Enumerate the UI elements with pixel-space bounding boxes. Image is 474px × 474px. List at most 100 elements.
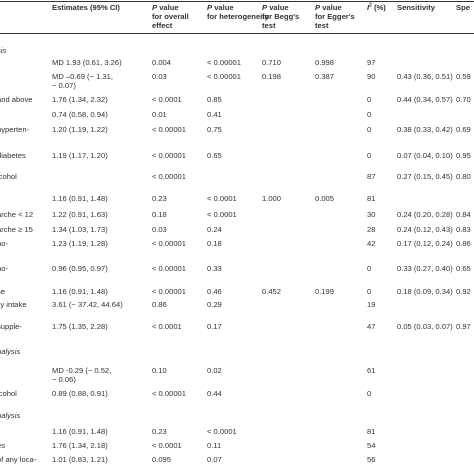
p-overall-cell: < 0.00001: [152, 125, 186, 134]
row-label: no-: [0, 264, 8, 273]
sensitivity-cell: 0.24 (0.20, 0.28): [397, 210, 453, 219]
p-begg-cell: 0.452: [262, 287, 282, 296]
specificity-cell: 0.70: [456, 95, 471, 104]
estimate-cell: − 0.07): [52, 81, 76, 90]
estimate-cell: 0.74 (0.58, 0.94): [52, 110, 108, 119]
p-overall-cell: 0.01: [152, 110, 167, 119]
estimate-cell: MD –0.69 (− 1.31,: [52, 72, 113, 81]
estimate-cell: MD 1.93 (0.61, 3.26): [52, 58, 122, 67]
i2-cell: 0: [367, 389, 372, 398]
header-specificity: Spe: [456, 3, 470, 12]
header-p-letter: P: [152, 3, 158, 12]
p-heterogeneity-cell: 0.41: [207, 110, 222, 119]
header-estimates: Estimates (95% CI): [52, 3, 120, 12]
p-egger-cell: 0.199: [315, 287, 335, 296]
p-heterogeneity-cell: < 0.00001: [207, 58, 241, 67]
p-begg-cell: 0.710: [262, 58, 282, 67]
row-label: nalysis: [0, 411, 21, 420]
p-heterogeneity-cell: 0.75: [207, 125, 222, 134]
sensitivity-cell: 0.24 (0.12, 0.43): [397, 225, 453, 234]
p-heterogeneity-cell: 0.02: [207, 366, 222, 375]
p-overall-cell: 0.86: [152, 300, 167, 309]
sensitivity-cell: 0.18 (0.09, 0.34): [397, 287, 453, 296]
row-label: se: [0, 287, 6, 296]
p-heterogeneity-cell: 0.24: [207, 225, 222, 234]
p-overall-cell: < 0.00001: [152, 389, 186, 398]
p-overall-cell: 0.23: [152, 194, 167, 203]
row-label: hyperten-: [0, 125, 30, 134]
p-heterogeneity-cell: 0.18: [207, 239, 222, 248]
estimate-cell: 1.75 (1.35, 2.28): [52, 322, 108, 331]
i2-cell: 56: [367, 455, 376, 464]
i2-cell: 0: [367, 110, 372, 119]
i2-cell: 19: [367, 300, 376, 309]
p-heterogeneity-cell: 0.44: [207, 389, 222, 398]
p-overall-cell: 0.03: [152, 72, 167, 81]
p-heterogeneity-cell: 0.33: [207, 264, 222, 273]
specificity-cell: 0.59: [456, 72, 471, 81]
row-label: supple-: [0, 322, 22, 331]
estimate-cell: 1.23 (1.19, 1.28): [52, 239, 108, 248]
p-heterogeneity-cell: 0.46: [207, 287, 222, 296]
specificity-cell: 0.80: [456, 172, 471, 181]
i2-cell: 54: [367, 441, 376, 450]
sensitivity-cell: 0.27 (0.15, 0.45): [397, 172, 453, 181]
p-heterogeneity-cell: < 0.0001: [207, 427, 237, 436]
estimate-cell: 0.96 (0.95, 0.97): [52, 264, 108, 273]
estimate-cell: 1.16 (0.91, 1.48): [52, 194, 108, 203]
sensitivity-cell: 0.07 (0.04, 0.10): [397, 151, 453, 160]
sensitivity-cell: 0.43 (0.36, 0.51): [397, 72, 453, 81]
p-overall-cell: < 0.0001: [152, 95, 182, 104]
i2-cell: 81: [367, 427, 376, 436]
p-heterogeneity-cell: < 0.0001: [207, 194, 237, 203]
p-heterogeneity-cell: 0.17: [207, 322, 222, 331]
header-sensitivity: Sensitivity: [397, 3, 435, 12]
p-heterogeneity-cell: 0.29: [207, 300, 222, 309]
i2-cell: 42: [367, 239, 376, 248]
p-overall-cell: 0.03: [152, 225, 167, 234]
row-label: lcohol: [0, 389, 17, 398]
estimate-cell: − 0.06): [52, 375, 76, 384]
i2-cell: 0: [367, 95, 372, 104]
p-heterogeneity-cell: 0.07: [207, 455, 222, 464]
i2-cell: 0: [367, 151, 372, 160]
p-heterogeneity-cell: 0.85: [207, 95, 222, 104]
row-label: sis: [0, 46, 7, 55]
i2-cell: 90: [367, 72, 376, 81]
i2-cell: 87: [367, 172, 376, 181]
specificity-cell: 0.92: [456, 287, 471, 296]
header-bottom-rule: [0, 33, 474, 34]
p-overall-cell: < 0.00001: [152, 151, 186, 160]
estimate-cell: 1.16 (0.91, 1.48): [52, 287, 108, 296]
estimate-cell: 1.76 (1.34, 2.18): [52, 441, 108, 450]
row-label: and above: [0, 95, 33, 104]
estimate-cell: 3.61 (− 37.42, 44.64): [52, 300, 123, 309]
specificity-cell: 0.69: [456, 125, 471, 134]
specificity-cell: 0.84: [456, 210, 471, 219]
p-overall-cell: < 0.0001: [152, 441, 182, 450]
p-egger-cell: 0.998: [315, 58, 335, 67]
estimate-cell: MD -0.29 (− 0.52,: [52, 366, 112, 375]
p-egger-cell: 0.005: [315, 194, 335, 203]
p-heterogeneity-cell: < 0.0001: [207, 210, 237, 219]
p-heterogeneity-cell: 0.11: [207, 441, 222, 450]
estimate-cell: 1.34 (1.03, 1.73): [52, 225, 108, 234]
i2-cell: 61: [367, 366, 376, 375]
estimate-cell: 1.76 (1.34, 2.32): [52, 95, 108, 104]
i2-cell: 47: [367, 322, 376, 331]
row-label: lcohol: [0, 172, 17, 181]
estimate-cell: 1.01 (0.83, 1.21): [52, 455, 108, 464]
specificity-cell: 0.97: [456, 322, 471, 331]
row-label: ily intake: [0, 300, 27, 309]
table-top-rule: [0, 1, 474, 2]
estimate-cell: 1.22 (0.91, 1.63): [52, 210, 108, 219]
estimate-cell: 1.19 (1.17, 1.20): [52, 151, 108, 160]
p-overall-cell: < 0.00001: [152, 287, 186, 296]
p-egger-cell: 0.387: [315, 72, 335, 81]
i2-cell: 81: [367, 194, 376, 203]
i2-cell: 0: [367, 264, 372, 273]
row-label: no-: [0, 239, 8, 248]
i2-cell: 28: [367, 225, 376, 234]
p-overall-cell: 0.18: [152, 210, 167, 219]
